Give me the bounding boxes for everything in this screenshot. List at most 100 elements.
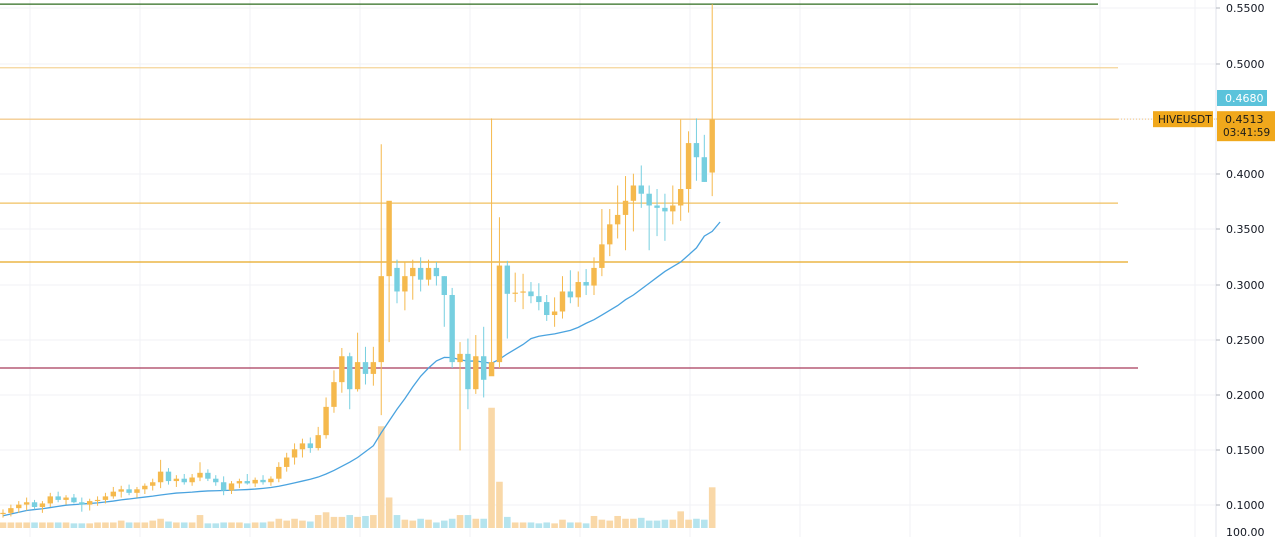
volume-bar <box>519 522 527 528</box>
volume-bar <box>188 522 196 528</box>
candle <box>528 282 534 304</box>
volume-bar <box>708 487 716 528</box>
candle <box>110 486 117 499</box>
horizontal-levels[interactable] <box>0 3 1216 369</box>
candle <box>654 189 660 237</box>
candle-body <box>559 291 566 312</box>
candle <box>449 287 455 369</box>
volume-bar <box>417 518 424 528</box>
candle <box>575 271 581 307</box>
candle-body <box>709 119 715 173</box>
candle <box>23 497 30 511</box>
volume-bar <box>70 523 78 528</box>
candle <box>347 352 353 410</box>
candle <box>323 397 329 439</box>
volume-bar <box>212 523 220 528</box>
candle-body <box>150 482 156 486</box>
candle-body <box>86 501 93 505</box>
volume-bar <box>31 522 38 528</box>
price-tick-label: 0.2000 <box>1226 389 1265 402</box>
volume-axis-label: 100.00 <box>1226 526 1265 537</box>
candle-body <box>473 356 479 390</box>
candle-body <box>126 489 132 493</box>
candle <box>47 492 53 507</box>
candle <box>583 269 589 295</box>
volume-bar <box>606 520 614 528</box>
candle <box>126 484 132 496</box>
candle-body <box>142 485 148 490</box>
volume-bar <box>559 519 566 528</box>
candle <box>425 259 432 286</box>
volume-bar <box>275 518 283 528</box>
candle <box>701 134 708 182</box>
candle-body <box>614 214 621 225</box>
volume-bar <box>669 519 677 528</box>
candle-body <box>386 200 392 277</box>
volume-bar <box>165 521 172 528</box>
candle-body <box>583 282 589 286</box>
candle <box>370 346 377 386</box>
volume-bar <box>511 522 519 528</box>
volume-bar <box>456 515 464 528</box>
candle <box>520 273 526 310</box>
volume-bar <box>433 522 440 528</box>
candle-body <box>291 449 298 458</box>
price-tick-label: 0.2500 <box>1226 334 1265 347</box>
candle <box>402 262 408 311</box>
volume-bar <box>630 518 637 528</box>
candle <box>102 492 109 504</box>
candle <box>693 118 700 181</box>
candle <box>559 276 566 319</box>
volume-bar <box>701 519 708 528</box>
volume-bar <box>567 522 574 528</box>
candle-body <box>315 435 321 449</box>
candle <box>362 346 369 385</box>
candle <box>417 257 424 292</box>
volume-bar <box>23 522 30 528</box>
candle <box>315 426 321 451</box>
candle-body <box>71 497 77 503</box>
price-tick-label: 0.3000 <box>1226 279 1265 292</box>
volume-bar <box>259 522 267 528</box>
volume-bar <box>54 522 62 528</box>
candle <box>394 259 400 304</box>
candle <box>71 494 77 504</box>
volume-bar <box>291 518 298 528</box>
candle <box>536 283 542 311</box>
candle-body <box>425 267 432 280</box>
volume-bar <box>645 520 653 528</box>
candle <box>79 497 85 512</box>
candle-body <box>299 443 306 450</box>
volume-bar <box>582 523 590 528</box>
candle-body <box>94 499 101 502</box>
volume-bar <box>362 515 369 528</box>
candle <box>599 209 605 277</box>
candle-body <box>457 353 463 363</box>
candle <box>283 452 290 472</box>
candle <box>236 478 243 489</box>
candle <box>142 483 148 495</box>
volume-bar <box>377 426 385 528</box>
volume-bar <box>141 522 149 528</box>
volume-bar <box>149 520 157 528</box>
candle <box>189 473 195 486</box>
candle-body <box>410 267 416 277</box>
volume-bar <box>94 522 101 528</box>
candle <box>94 496 101 506</box>
volume-bar <box>425 519 432 528</box>
candle <box>544 294 550 321</box>
candle-body <box>252 479 258 484</box>
candle-body <box>567 291 574 298</box>
candle-body <box>465 353 471 390</box>
candle-body <box>39 503 46 507</box>
grid <box>0 0 1216 537</box>
price-tick-label: 0.5500 <box>1226 2 1265 15</box>
candle <box>410 259 416 300</box>
price-axis[interactable]: 0.55000.50000.45000.40000.35000.30000.25… <box>1215 0 1265 539</box>
candle <box>299 438 306 458</box>
candle-body <box>118 489 124 492</box>
candle-body <box>701 157 708 182</box>
candle-body <box>260 479 266 483</box>
